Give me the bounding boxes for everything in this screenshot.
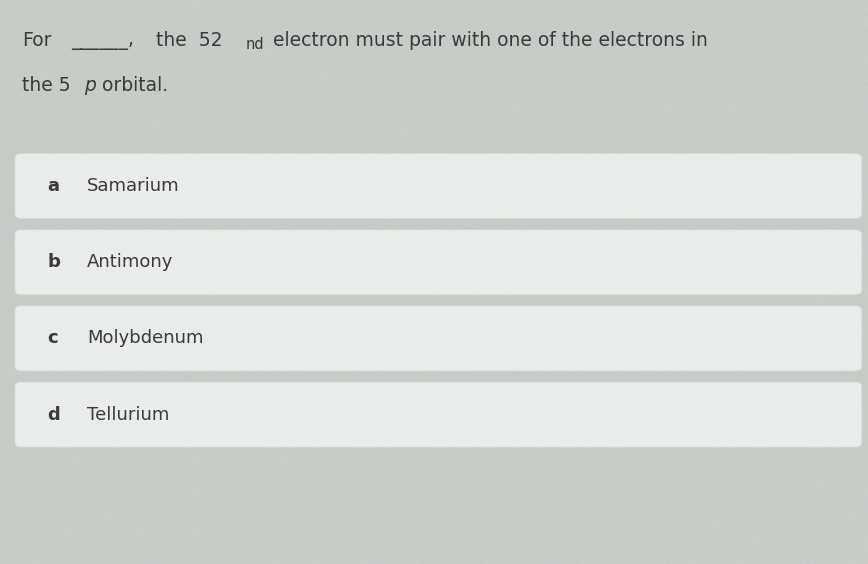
Text: Molybdenum: Molybdenum: [87, 329, 203, 347]
FancyBboxPatch shape: [15, 230, 862, 295]
Text: ______,: ______,: [71, 31, 135, 50]
Text: a: a: [48, 177, 60, 195]
Text: nd: nd: [246, 37, 264, 52]
Text: For: For: [22, 31, 51, 50]
Text: the 5: the 5: [22, 76, 70, 95]
Text: d: d: [48, 406, 61, 424]
FancyBboxPatch shape: [15, 382, 862, 447]
Text: Samarium: Samarium: [87, 177, 180, 195]
Text: orbital.: orbital.: [96, 76, 168, 95]
Text: the  52: the 52: [156, 31, 223, 50]
Text: Antimony: Antimony: [87, 253, 174, 271]
Text: Tellurium: Tellurium: [87, 406, 169, 424]
FancyBboxPatch shape: [15, 306, 862, 371]
Text: electron must pair with one of the electrons in: electron must pair with one of the elect…: [267, 31, 708, 50]
Text: p: p: [84, 76, 96, 95]
Text: c: c: [48, 329, 58, 347]
FancyBboxPatch shape: [15, 153, 862, 219]
Text: b: b: [48, 253, 61, 271]
